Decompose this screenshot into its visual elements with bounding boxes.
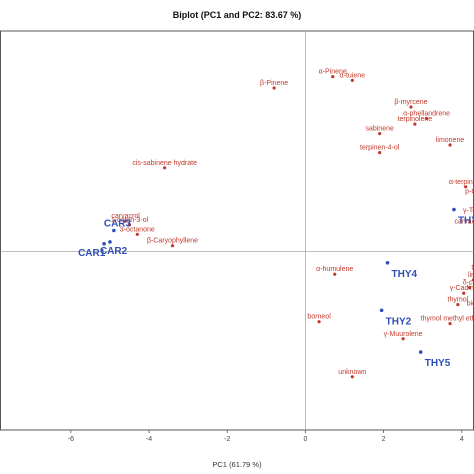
variable-label: cis-sabinene hydrate <box>132 160 197 167</box>
variable-label: limonene <box>436 137 465 144</box>
variable-label: 3-octanone <box>120 226 155 233</box>
variable-point <box>350 78 354 82</box>
observation-label: CAR3 <box>104 219 132 230</box>
observation-label: THY1 <box>458 216 474 227</box>
variable-point <box>409 105 413 109</box>
variable-label: γ-Terpine <box>463 207 474 214</box>
variable-point <box>135 232 139 236</box>
variable-label: thymol <box>448 297 469 304</box>
observation-label: CAR2 <box>100 246 128 257</box>
variable-point <box>456 303 460 307</box>
variable-label: bicyclo <box>467 300 474 307</box>
x-tick-label: 2 <box>382 436 386 443</box>
variable-point <box>123 219 128 223</box>
variable-point <box>163 166 167 170</box>
observation-point <box>452 207 456 212</box>
x-axis-label: PC1 (61.79 %) <box>212 460 262 469</box>
variable-label: δ-ca <box>463 280 474 287</box>
variable-label: α-Pinene <box>319 69 347 76</box>
variable-point <box>401 337 405 341</box>
observation-label: THY2 <box>386 316 412 327</box>
observation-point <box>385 261 390 265</box>
variable-label: thymol methyl ethe <box>421 316 474 323</box>
variable-label: unknown <box>338 369 366 376</box>
variable-point <box>317 320 321 324</box>
variable-point <box>378 151 382 155</box>
variable-label: α-humulene <box>316 266 353 273</box>
observation-point <box>418 350 423 354</box>
variable-label: 1-octen-3-ol <box>111 217 149 224</box>
variable-label: β-Pinene <box>260 80 288 87</box>
variable-label: terpinen-4-ol <box>360 145 400 152</box>
x-tick-label: 4 <box>460 436 464 443</box>
observation-point <box>102 242 106 246</box>
variable-point <box>350 375 354 379</box>
variable-point <box>462 291 466 295</box>
variable-label: α-phellandrene <box>403 110 450 117</box>
variable-label: sabinene <box>365 126 394 133</box>
variable-label: γ-Muurolene <box>384 331 423 338</box>
variable-point <box>448 143 452 147</box>
variable-label: borneol <box>307 314 331 321</box>
variable-label: γ-Cadine <box>450 285 474 292</box>
chart-title: Biplot (PC1 and PC2: 83.67 %) <box>173 10 302 20</box>
variable-point <box>424 116 429 120</box>
variable-point <box>333 272 337 276</box>
observation-point <box>112 228 116 233</box>
observation-label: THY5 <box>425 358 451 369</box>
variable-label: β-Caryophyllene <box>147 238 198 245</box>
variable-label: lina <box>468 272 474 279</box>
variable-label: carvacrol meth <box>454 219 474 226</box>
variable-point <box>464 185 468 189</box>
variable-label: α-terpinem <box>449 179 474 186</box>
plot-frame <box>0 30 474 431</box>
variable-point <box>467 285 472 290</box>
variable-point <box>272 86 276 90</box>
x-axis-ticks: -6 -4 -2 0 2 4 <box>68 430 464 443</box>
variable-point <box>448 322 452 326</box>
variable-point <box>471 278 474 282</box>
variable-label: terpinolene <box>398 116 433 123</box>
observation-label: CAR1 <box>78 248 106 259</box>
variable-label: p-Cym <box>465 188 474 195</box>
variable-point <box>413 122 417 126</box>
observation-point <box>108 240 112 244</box>
variable-point <box>170 244 175 248</box>
variable-point <box>378 132 382 136</box>
variable-point <box>331 75 335 79</box>
variable-label: carvacrol <box>111 213 140 220</box>
variable-label: terp <box>471 264 474 271</box>
x-tick-label: -6 <box>68 436 74 443</box>
x-tick-label: -4 <box>146 436 152 443</box>
x-tick-label: 0 <box>303 436 307 443</box>
variable-label: β-myrcene <box>394 99 427 106</box>
observation-label: THY4 <box>392 269 418 280</box>
variable-label: α-tuiene <box>340 72 366 79</box>
variable-point <box>127 223 132 227</box>
observation-point <box>379 308 384 313</box>
x-tick-label: -2 <box>224 436 230 443</box>
